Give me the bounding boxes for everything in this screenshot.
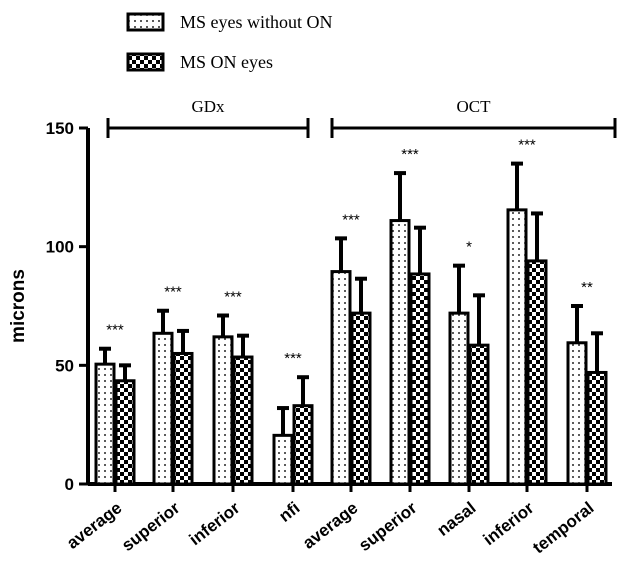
significance-label: *** xyxy=(224,288,242,305)
bar xyxy=(350,311,372,486)
bar xyxy=(212,335,234,486)
bar xyxy=(292,404,314,486)
bar xyxy=(586,370,608,486)
y-tick-label: 0 xyxy=(65,475,74,494)
bar xyxy=(448,311,470,486)
significance-label: *** xyxy=(342,211,360,228)
x-tick-label: nasal xyxy=(433,498,479,540)
y-tick-label: 100 xyxy=(46,238,74,257)
legend-swatch xyxy=(126,12,165,32)
bar xyxy=(506,208,528,486)
y-axis: 0 50 100 150 xyxy=(46,119,90,494)
significance-label: *** xyxy=(401,146,419,163)
significance-label: *** xyxy=(164,284,182,301)
y-axis-label: microns xyxy=(8,269,29,343)
legend-label: MS ON eyes xyxy=(180,52,273,72)
x-tick-label: inferior xyxy=(186,498,244,549)
x-tick-label: superior xyxy=(118,498,184,555)
bar xyxy=(272,433,294,486)
bar xyxy=(389,219,411,486)
significance-label: *** xyxy=(518,137,536,154)
legend-swatch xyxy=(126,52,165,72)
bar xyxy=(526,259,548,486)
y-tick-label: 50 xyxy=(55,356,74,375)
bar xyxy=(468,343,490,486)
significance-label: ** xyxy=(581,279,593,296)
bar xyxy=(566,341,588,486)
legend-label: MS eyes without ON xyxy=(180,12,333,32)
group-label: OCT xyxy=(457,97,492,116)
bar xyxy=(152,331,174,486)
bars xyxy=(94,161,608,486)
bar xyxy=(172,351,194,486)
bar xyxy=(114,379,136,486)
group-brackets: GDx OCT xyxy=(106,97,617,138)
bar xyxy=(232,355,254,486)
x-tick-label: average xyxy=(63,498,125,553)
x-tick-label: nfi xyxy=(275,498,303,526)
significance-label: * xyxy=(466,239,472,256)
significance-label: *** xyxy=(284,350,302,367)
x-tick-label: superior xyxy=(355,498,421,555)
significance-label: *** xyxy=(106,322,124,339)
x-tick-label: average xyxy=(299,498,361,553)
legend: MS eyes without ON MS ON eyes xyxy=(126,12,333,72)
y-tick-label: 150 xyxy=(46,119,74,138)
x-tick-label: temporal xyxy=(529,498,597,557)
group-label: GDx xyxy=(191,97,225,116)
bar xyxy=(94,362,116,486)
significance-annotations: ****** ****************** xyxy=(106,137,593,368)
bar xyxy=(330,270,352,486)
bar xyxy=(409,272,431,486)
